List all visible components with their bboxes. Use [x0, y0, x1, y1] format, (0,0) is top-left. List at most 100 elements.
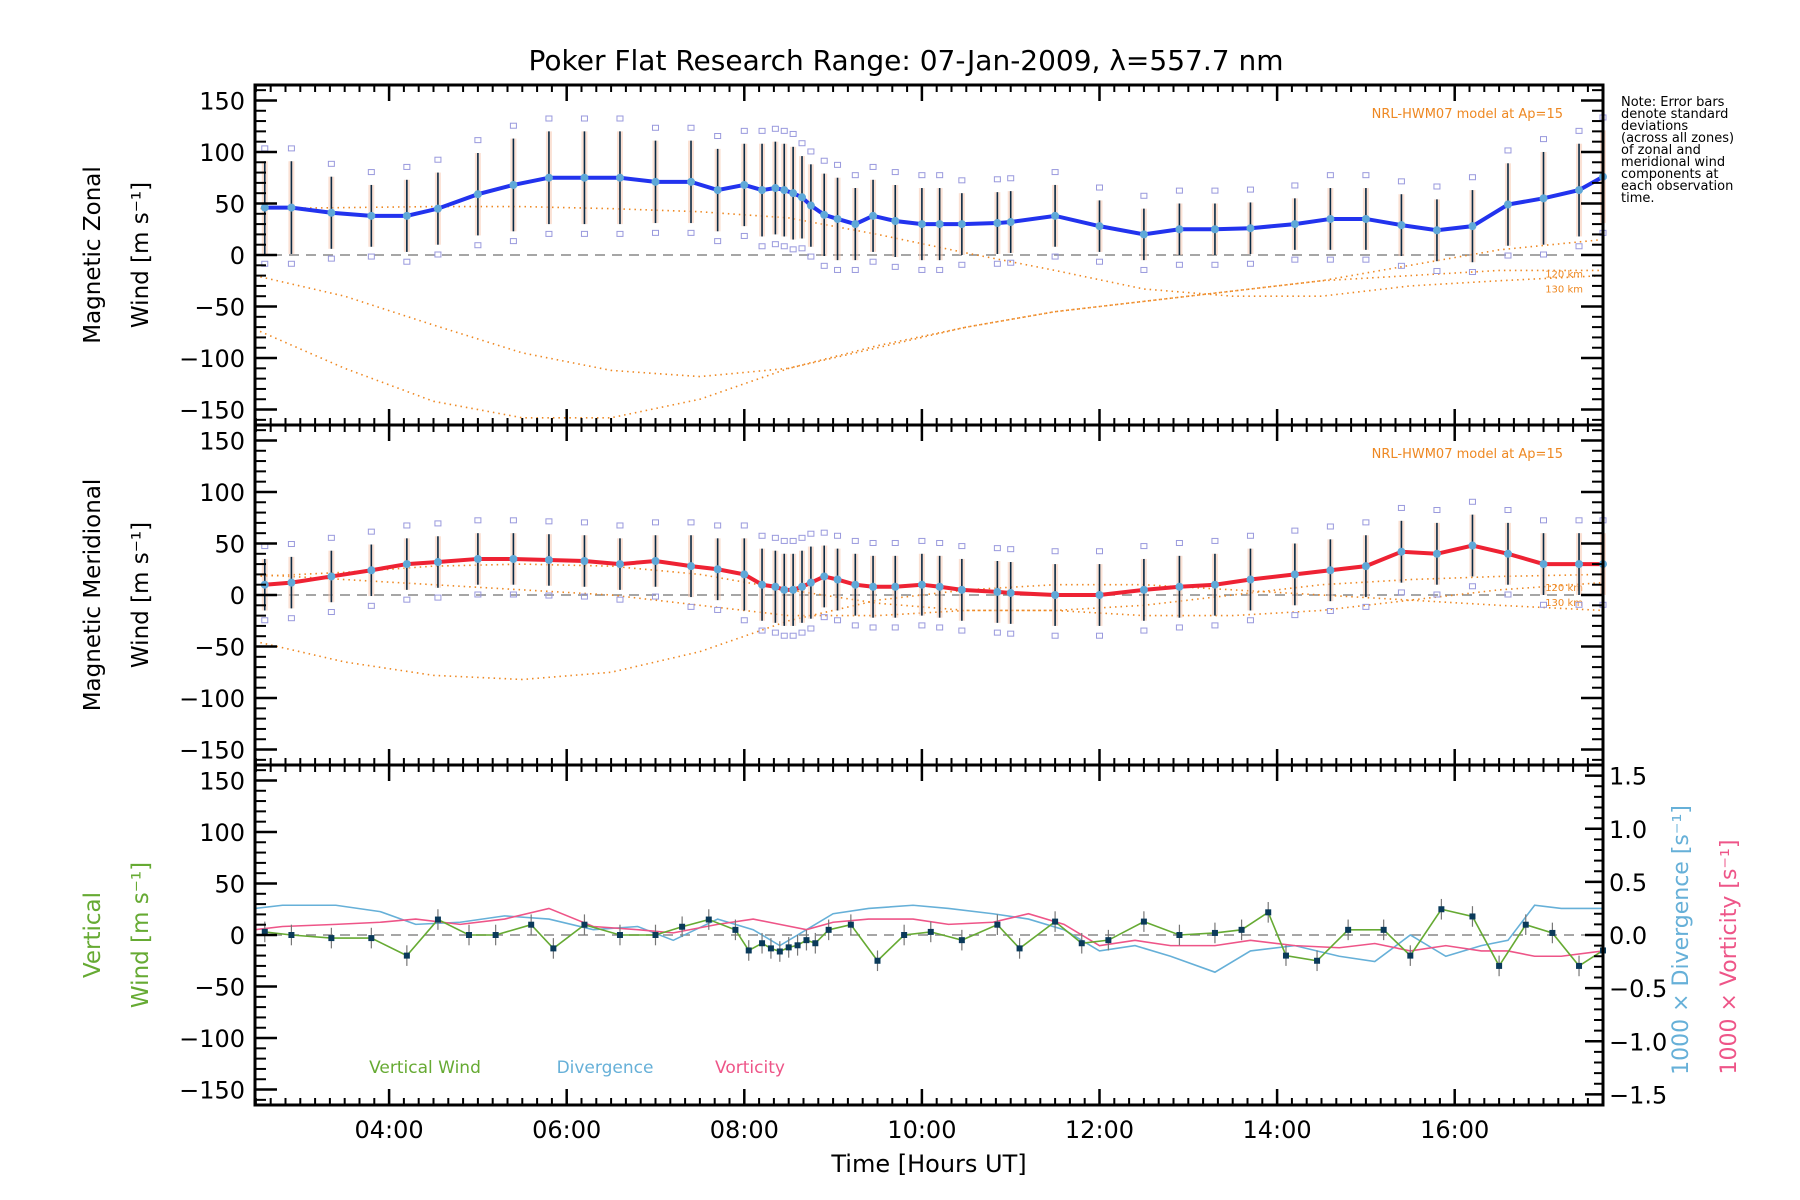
- data-point: [780, 186, 789, 195]
- scatter-point: [807, 625, 815, 632]
- data-point: [740, 570, 749, 579]
- scatter-point: [820, 157, 828, 164]
- model-alt-label: 120 km: [1545, 583, 1583, 594]
- vertical-wind-point: [785, 944, 792, 951]
- chart-title: Poker Flat Research Range: 07-Jan-2009, …: [529, 44, 1284, 77]
- vertical-wind-point: [466, 932, 473, 938]
- note-line: (across all zones): [1621, 131, 1735, 146]
- scatter-point: [403, 596, 411, 603]
- vertical-wind-point: [776, 948, 783, 955]
- data-point: [806, 201, 815, 210]
- data-point: [1432, 226, 1441, 235]
- scatter-point: [771, 534, 779, 541]
- right-y-tick-label: −1.5: [1609, 1081, 1667, 1109]
- scatter-point: [1291, 527, 1299, 534]
- vertical-wind-point: [803, 937, 810, 944]
- scatter-point: [580, 519, 588, 526]
- scatter-point: [1362, 603, 1370, 610]
- vertical-wind-point: [328, 935, 335, 942]
- vertical-wind-point: [1469, 913, 1476, 920]
- scatter-point: [545, 592, 553, 599]
- y-tick-label: 0: [230, 242, 245, 270]
- scatter-point: [1007, 546, 1015, 553]
- data-point: [957, 585, 966, 594]
- note-line: deviations: [1621, 119, 1689, 134]
- data-point: [1397, 221, 1406, 230]
- scatter-point: [545, 518, 553, 525]
- scatter-point: [993, 176, 1001, 183]
- y-axis-label-line1: Vertical: [80, 892, 106, 978]
- right-y-tick-label: 1.0: [1609, 816, 1647, 844]
- right-y-tick-label: 1.5: [1609, 763, 1647, 791]
- scatter-point: [367, 602, 375, 609]
- vertical-wind-point: [1265, 909, 1272, 916]
- scatter-point: [509, 122, 517, 129]
- data-point: [1468, 222, 1477, 231]
- vertical-wind-point: [847, 921, 854, 928]
- note-line: denote standard: [1621, 107, 1729, 122]
- scatter-point: [580, 115, 588, 122]
- y-axis-label-line2: Wind [m s⁻¹]: [128, 862, 154, 1008]
- data-point: [771, 184, 780, 193]
- scatter-point: [474, 591, 482, 598]
- scatter-point: [789, 632, 797, 639]
- y-tick-label: 100: [199, 819, 245, 847]
- vertical-wind-point: [652, 932, 659, 938]
- scatter-point: [807, 148, 815, 155]
- scatter-point: [993, 629, 1001, 636]
- scatter-point: [1291, 256, 1299, 263]
- scatter-point: [1362, 172, 1370, 179]
- data-point: [1539, 194, 1548, 203]
- y-axis-label-line2: Wind [m s⁻¹]: [128, 522, 154, 668]
- data-point: [869, 582, 878, 591]
- scatter-point: [1397, 504, 1405, 511]
- note-line: time.: [1621, 191, 1655, 206]
- panel-zonal: NRL-HWM07 model at Ap=15 120 km 130 km −150…: [80, 83, 1607, 427]
- scatter-point: [1540, 251, 1548, 258]
- scatter-point: [1095, 258, 1103, 265]
- vertical-wind-point: [901, 932, 908, 938]
- scatter-point: [403, 163, 411, 170]
- vertical-wind-point: [1140, 918, 1147, 925]
- y-tick-label: 50: [214, 870, 245, 898]
- scatter-point: [1051, 169, 1059, 176]
- scatter-point: [367, 169, 375, 176]
- data-point: [1006, 218, 1015, 227]
- scatter-point: [740, 522, 748, 529]
- scatter-point: [918, 537, 926, 544]
- y-tick-label: −150: [179, 397, 245, 425]
- data-point: [758, 186, 767, 195]
- vertical-wind-point: [434, 916, 441, 923]
- scatter-point: [1575, 127, 1583, 134]
- data-point: [544, 555, 553, 564]
- scatter-point: [1051, 548, 1059, 555]
- vertical-wind-point: [767, 945, 774, 952]
- scatter-point: [936, 172, 944, 179]
- vertical-wind-point: [616, 932, 623, 938]
- note-line: of zonal and: [1621, 143, 1701, 158]
- vertical-wind-point: [581, 921, 588, 928]
- data-point: [1246, 224, 1255, 233]
- x-tick-label: 14:00: [1243, 1116, 1312, 1144]
- note: Note: Error bars denote standard deviation…: [1621, 96, 1791, 206]
- vertical-wind-line: [264, 908, 1604, 968]
- panels: NRL-HWM07 model at Ap=15 120 km 130 km −150…: [80, 83, 1742, 1144]
- scatter-point: [287, 145, 295, 152]
- vertical-wind-point: [261, 928, 268, 935]
- panel-vertical: Vertical Wind Divergence Vorticity −1.5 −1.0…: [80, 763, 1742, 1110]
- x-axis-label: Time [Hours UT]: [830, 1150, 1026, 1178]
- scatter-point: [780, 127, 788, 134]
- scatter-point: [1362, 519, 1370, 526]
- data-point: [327, 208, 336, 217]
- vorticity-axis-label: 1000 × Vorticity [s⁻¹]: [1717, 840, 1742, 1075]
- data-point: [433, 558, 442, 567]
- vertical-wind-point: [1211, 929, 1218, 936]
- vertical-wind-point: [1549, 929, 1556, 936]
- scatter-point: [1246, 260, 1254, 267]
- scatter-point: [580, 593, 588, 600]
- scatter-point: [403, 258, 411, 265]
- vertical-wind-point: [958, 937, 965, 944]
- data-point: [740, 180, 749, 189]
- data-point: [402, 560, 411, 569]
- data-point: [851, 220, 860, 229]
